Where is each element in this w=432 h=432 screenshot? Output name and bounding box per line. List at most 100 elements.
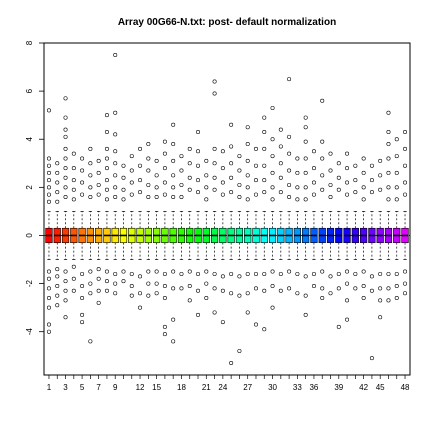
outlier-point xyxy=(154,158,159,163)
outlier-point xyxy=(71,197,76,202)
outlier-point xyxy=(378,187,383,192)
outlier-point xyxy=(80,168,85,173)
outlier-point xyxy=(303,156,308,161)
outlier-point xyxy=(262,178,267,183)
outlier-point xyxy=(80,271,85,276)
outlier-point xyxy=(63,134,68,139)
outlier-point xyxy=(311,180,316,185)
outlier-point xyxy=(171,142,176,147)
outlier-point xyxy=(196,130,201,135)
y-tick-label: -4 xyxy=(25,328,34,336)
outlier-point xyxy=(171,122,176,127)
outlier-point xyxy=(187,187,192,192)
outlier-point xyxy=(220,192,225,197)
outlier-point xyxy=(146,281,151,286)
outlier-point xyxy=(196,190,201,195)
outlier-point xyxy=(229,175,234,180)
outlier-point xyxy=(220,180,225,185)
outlier-point xyxy=(245,291,250,296)
outlier-point xyxy=(262,146,267,151)
outlier-point xyxy=(262,288,267,293)
outlier-point xyxy=(171,185,176,190)
outlier-point xyxy=(345,180,350,185)
outlier-point xyxy=(55,161,60,166)
outlier-point xyxy=(386,197,391,202)
outlier-point xyxy=(187,175,192,180)
outlier-point xyxy=(303,139,308,144)
outlier-point xyxy=(63,175,68,180)
outlier-point xyxy=(88,291,93,296)
outlier-point xyxy=(295,185,300,190)
outlier-point xyxy=(270,197,275,202)
outlier-point xyxy=(253,271,258,276)
outlier-point xyxy=(104,288,109,293)
outlier-point xyxy=(80,296,85,301)
x-tick-label: 9 xyxy=(113,383,118,392)
outlier-point xyxy=(80,283,85,288)
outlier-point xyxy=(220,288,225,293)
outlier-point xyxy=(129,283,134,288)
outlier-point xyxy=(328,182,333,187)
outlier-point xyxy=(171,286,176,291)
outlier-point xyxy=(212,187,217,192)
outlier-point xyxy=(46,199,51,204)
outlier-point xyxy=(46,296,51,301)
x-tick-label: 15 xyxy=(152,383,161,392)
outlier-point xyxy=(63,115,68,120)
outlier-point xyxy=(88,281,93,286)
x-tick-label: 45 xyxy=(376,383,385,392)
outlier-point xyxy=(287,182,292,187)
outlier-point xyxy=(96,276,101,281)
outlier-point xyxy=(96,158,101,163)
outlier-point xyxy=(212,91,217,96)
outlier-point xyxy=(46,269,51,274)
outlier-point xyxy=(212,79,217,84)
outlier-point xyxy=(303,197,308,202)
outlier-point xyxy=(55,170,60,175)
outlier-point xyxy=(229,161,234,166)
outlier-point xyxy=(336,286,341,291)
outlier-point xyxy=(96,192,101,197)
outlier-point xyxy=(403,192,408,197)
outlier-point xyxy=(154,173,159,178)
outlier-point xyxy=(212,271,217,276)
chart-title: Array 00G66-N.txt: post- default normali… xyxy=(118,17,336,28)
outlier-point xyxy=(171,194,176,199)
outlier-point xyxy=(320,187,325,192)
x-tick-label: 27 xyxy=(243,383,252,392)
outlier-point xyxy=(162,296,167,301)
outlier-point xyxy=(63,315,68,320)
outlier-point xyxy=(154,269,159,274)
outlier-point xyxy=(345,166,350,171)
outlier-point xyxy=(320,173,325,178)
outlier-point xyxy=(146,293,151,298)
outlier-point xyxy=(104,197,109,202)
outlier-point xyxy=(88,146,93,151)
outlier-point xyxy=(46,178,51,183)
outlier-point xyxy=(270,283,275,288)
y-tick-label: 2 xyxy=(25,185,34,190)
outlier-point xyxy=(361,185,366,190)
outlier-point xyxy=(378,271,383,276)
outlier-point xyxy=(245,125,250,130)
outlier-point xyxy=(212,310,217,315)
outlier-point xyxy=(229,144,234,149)
outlier-point xyxy=(46,163,51,168)
y-tick-label: -2 xyxy=(25,279,34,287)
outlier-point xyxy=(270,137,275,142)
outlier-point xyxy=(187,269,192,274)
outlier-point xyxy=(63,288,68,293)
outlier-point xyxy=(245,197,250,202)
outlier-point xyxy=(129,271,134,276)
outlier-point xyxy=(179,154,184,159)
outlier-point xyxy=(270,305,275,310)
outlier-point xyxy=(369,163,374,168)
outlier-point xyxy=(204,296,209,301)
outlier-point xyxy=(345,281,350,286)
outliers-layer xyxy=(46,53,408,365)
y-axis: -4 -2 0 2 4 6 8 xyxy=(25,40,44,335)
outlier-point xyxy=(229,291,234,296)
outlier-point xyxy=(353,271,358,276)
outlier-point xyxy=(394,137,399,142)
outlier-point xyxy=(336,175,341,180)
